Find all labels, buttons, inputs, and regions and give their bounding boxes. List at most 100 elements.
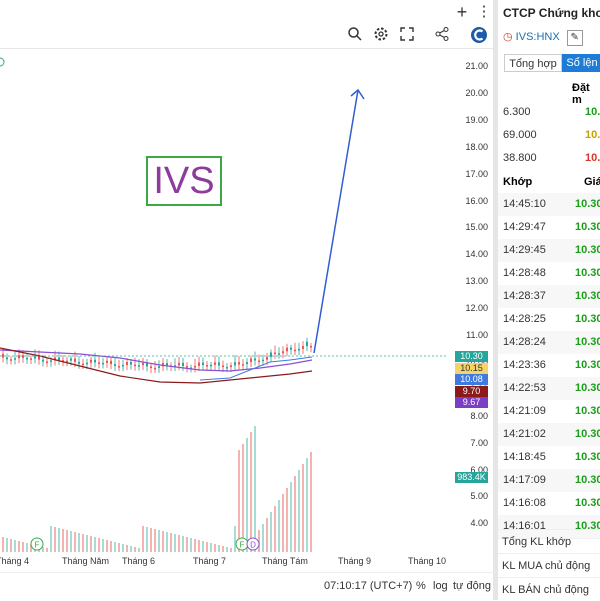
auto-toggle[interactable]: tự động xyxy=(453,580,491,592)
trade-price: 10.30 xyxy=(575,290,600,302)
time-axis-label: Tháng 6 xyxy=(122,556,156,566)
trade-row[interactable]: 14:22:53 10.30 xyxy=(498,377,600,401)
volume-bar xyxy=(50,526,52,552)
volume-bar xyxy=(10,539,12,552)
candle-body xyxy=(302,346,304,349)
price-tag: 10.08 xyxy=(455,374,488,385)
magnifier-icon[interactable] xyxy=(345,26,365,46)
order-book-row[interactable]: 69.000 10. xyxy=(503,124,600,146)
volume-bar xyxy=(278,500,280,552)
candle-body xyxy=(286,347,288,352)
candle-body xyxy=(82,363,84,366)
candle-body xyxy=(10,359,12,361)
volume-bar xyxy=(14,540,16,552)
trade-row[interactable]: 14:28:48 10.30 xyxy=(498,262,600,286)
candle-body xyxy=(30,358,32,360)
chart-topbar: + ⋮ xyxy=(0,0,493,24)
candle-body xyxy=(154,367,156,370)
candle-body xyxy=(278,353,280,355)
more-icon[interactable]: ⋮ xyxy=(476,3,492,20)
volume-bar xyxy=(106,540,108,552)
order-book-row[interactable]: 38.800 10. xyxy=(503,147,600,169)
price-tag: 983.4K xyxy=(455,472,488,483)
volume-bar xyxy=(98,538,100,552)
trade-row[interactable]: 14:29:47 10.30 xyxy=(498,216,600,240)
volume-bar xyxy=(78,533,80,552)
volume-bar xyxy=(190,538,192,552)
pencil-icon[interactable]: ✎ xyxy=(566,30,583,46)
trade-row[interactable]: 14:21:02 10.30 xyxy=(498,423,600,447)
percent-toggle[interactable]: % xyxy=(416,580,426,592)
volume-bar xyxy=(194,539,196,552)
panel-divider[interactable] xyxy=(493,0,498,600)
trade-row[interactable]: 14:28:24 10.30 xyxy=(498,331,600,355)
volume-bar xyxy=(126,545,128,552)
trade-price: 10.30 xyxy=(575,221,600,233)
price-axis-label: 8.00 xyxy=(470,410,488,421)
trades-list[interactable]: 14:45:10 10.30 14:29:47 10.30 14:29:45 10.30 1… xyxy=(498,193,600,539)
trade-row[interactable]: 14:45:10 10.30 xyxy=(498,193,600,217)
plus-icon[interactable]: + xyxy=(456,2,468,22)
volume-bar xyxy=(270,512,272,552)
trade-price: 10.30 xyxy=(575,428,600,440)
event-marker-label: D xyxy=(250,541,256,550)
logo-icon[interactable] xyxy=(469,26,489,46)
symbol-label[interactable]: ◷ IVS:HNX ✎ xyxy=(503,30,583,46)
trade-row[interactable]: 14:23:36 10.30 xyxy=(498,354,600,378)
candle-body xyxy=(62,360,64,362)
volume-bar xyxy=(302,464,304,552)
trade-row[interactable]: 14:16:08 10.30 xyxy=(498,492,600,516)
trade-price: 10.30 xyxy=(575,382,600,394)
candle-body xyxy=(198,362,200,366)
book-header: Đặt m xyxy=(572,82,590,106)
ivs-annotation: IVS xyxy=(146,156,222,206)
price-tag: 10.30 xyxy=(455,351,488,362)
time-axis-label: Tháng 7 xyxy=(193,556,227,566)
gear-icon[interactable] xyxy=(371,26,391,46)
price-axis-label: 12.00 xyxy=(465,303,488,314)
volume-bar xyxy=(274,506,276,552)
volume-bar xyxy=(262,524,264,552)
event-marker[interactable] xyxy=(246,537,260,551)
candle-body xyxy=(166,363,168,366)
candle-body xyxy=(50,360,52,362)
price-axis-label: 4.00 xyxy=(470,518,488,529)
volume-bar xyxy=(258,530,260,552)
time-axis-label: Tháng 4 xyxy=(0,556,30,566)
ma-line-purple xyxy=(0,349,313,372)
volume-bar xyxy=(134,547,136,552)
tab-summary[interactable]: Tổng hợp xyxy=(504,54,562,72)
candle-body xyxy=(130,362,132,365)
status-bar: 07:10:17 (UTC+7) % log tự động xyxy=(0,572,493,601)
price-axis-label: 19.00 xyxy=(465,114,488,125)
candle-body xyxy=(266,356,268,360)
volume-bar xyxy=(86,535,88,552)
volume-bar xyxy=(162,531,164,552)
event-marker-label: F xyxy=(35,541,40,550)
fullscreen-icon[interactable] xyxy=(397,26,417,46)
candle-body xyxy=(242,364,244,366)
event-marker[interactable] xyxy=(30,537,44,551)
tab-order-book[interactable]: Sổ lện xyxy=(562,54,600,72)
trade-row[interactable]: 14:28:25 10.30 xyxy=(498,308,600,332)
log-toggle[interactable]: log xyxy=(433,580,448,592)
candle-body xyxy=(218,362,220,366)
share-icon[interactable] xyxy=(432,26,452,46)
volume-bar xyxy=(58,528,60,552)
trade-row[interactable]: 14:18:45 10.30 xyxy=(498,446,600,470)
price-axis-label: 21.00 xyxy=(465,61,488,71)
volume-bar xyxy=(166,532,168,552)
candle-body xyxy=(150,366,152,368)
trade-row[interactable]: 14:21:09 10.30 xyxy=(498,400,600,424)
order-qty: 6.300 xyxy=(503,106,531,118)
volume-bar xyxy=(154,529,156,552)
trade-row[interactable]: 14:28:37 10.30 xyxy=(498,285,600,309)
volume-bar xyxy=(94,537,96,552)
candle-body xyxy=(194,365,196,368)
price-axis-label: 6.00 xyxy=(470,464,488,475)
order-book-row[interactable]: 6.300 10. xyxy=(503,101,600,123)
trade-row[interactable]: 14:17:09 10.30 xyxy=(498,469,600,493)
trade-row[interactable]: 14:29:45 10.30 xyxy=(498,239,600,263)
